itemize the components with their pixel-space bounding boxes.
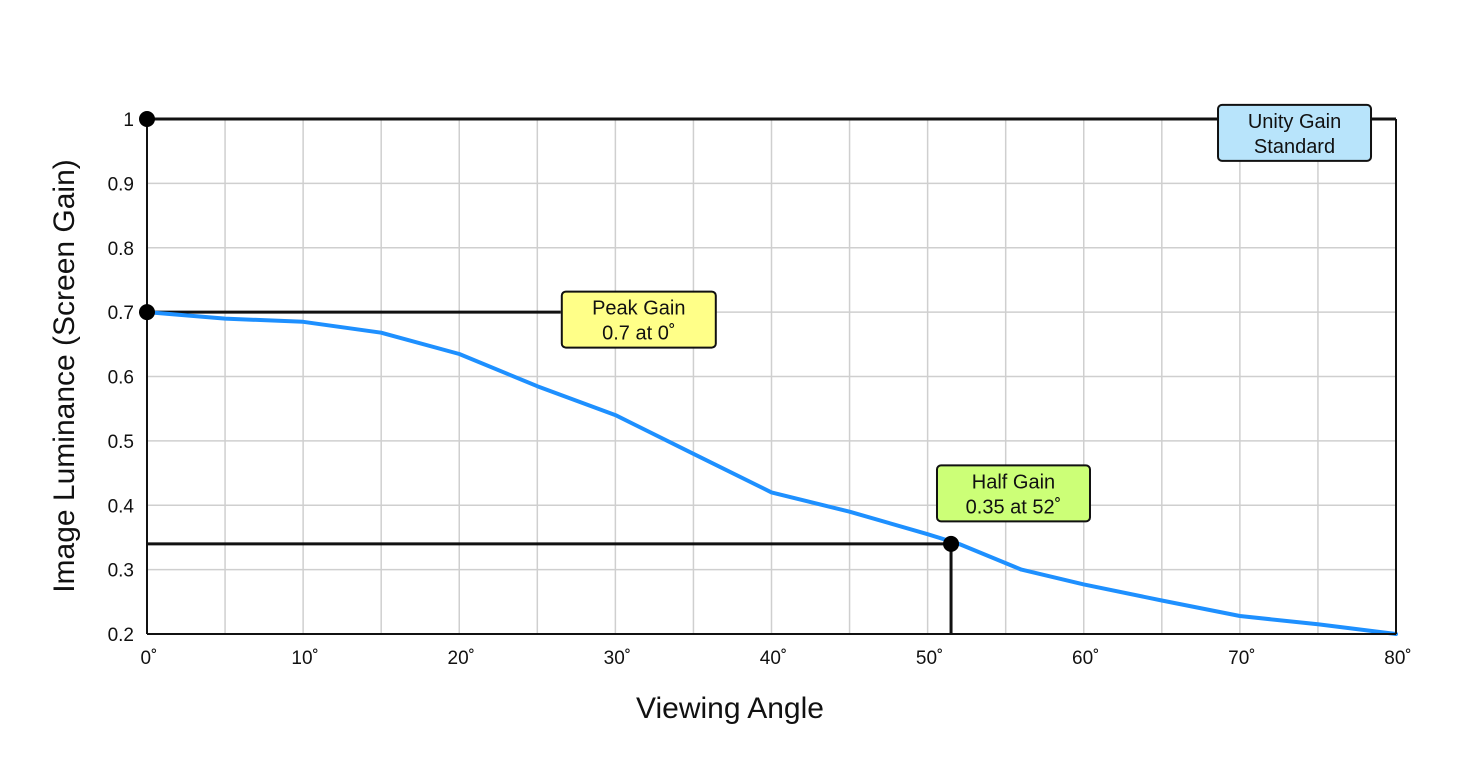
reference-lines (147, 117, 1396, 634)
y-tick-label: 0.8 (108, 239, 134, 260)
x-axis-title: Viewing Angle (636, 692, 824, 725)
y-tick-label: 0.3 (108, 561, 134, 582)
half-gain-callout: Half Gain 0.35 at 52˚ (935, 464, 1091, 523)
half-gain-box (935, 464, 1091, 523)
half-gain-text-line-2: 0.35 at 52˚ (966, 496, 1062, 518)
x-tick-label: 60˚ (1072, 648, 1099, 669)
unity-gain-callout: Unity Gain Standard (1217, 103, 1373, 162)
tick-labels: 0˚ 10˚ 20˚ 30˚ 40˚ 50˚ 60˚ 70˚ 80˚ 0.2 0.3 0.4 0.5 0.… (108, 110, 1412, 669)
y-tick-label: 1 (123, 110, 134, 131)
x-tick-label: 0˚ (141, 648, 158, 669)
markers (139, 111, 960, 552)
unity-marker (139, 111, 155, 127)
peak-gain-box (560, 290, 717, 349)
y-axis-title: Image Luminance (Screen Gain) (48, 159, 81, 593)
unity-gain-box (1217, 103, 1373, 162)
series-line-1 (145, 310, 1398, 636)
peak-gain-text-line-2: 0.7 at 0˚ (602, 323, 675, 345)
y-tick-label: 0.6 (108, 368, 134, 389)
plot-frame (146, 119, 1397, 635)
x-tick-label: 70˚ (1228, 648, 1255, 669)
grid (147, 119, 1396, 634)
y-tick-label: 0.7 (108, 303, 134, 324)
x-tick-label: 40˚ (760, 648, 787, 669)
x-tick-label: 80˚ (1384, 648, 1411, 669)
peak-marker (139, 304, 155, 321)
x-tick-label: 30˚ (604, 648, 631, 669)
x-tick-label: 50˚ (916, 648, 943, 669)
unity-gain-text-line-1: Unity Gain (1248, 111, 1341, 133)
callouts: Unity Gain Standard Peak Gain 0.7 at 0˚ Half… (560, 103, 1373, 523)
x-tick-label: 20˚ (448, 648, 475, 669)
half-marker (943, 535, 960, 552)
series-layer (145, 310, 1398, 636)
unity-gain-text-line-2: Standard (1254, 136, 1335, 158)
x-tick-label: 10˚ (291, 648, 318, 669)
y-tick-label: 0.5 (108, 432, 134, 453)
y-tick-label: 0.9 (108, 174, 134, 195)
half-gain-text-line-1: Half Gain (972, 471, 1055, 493)
y-tick-label: 0.2 (108, 625, 134, 646)
peak-gain-text-line-1: Peak Gain (592, 298, 685, 320)
y-tick-label: 0.4 (108, 496, 135, 517)
peak-gain-callout: Peak Gain 0.7 at 0˚ (560, 290, 717, 349)
